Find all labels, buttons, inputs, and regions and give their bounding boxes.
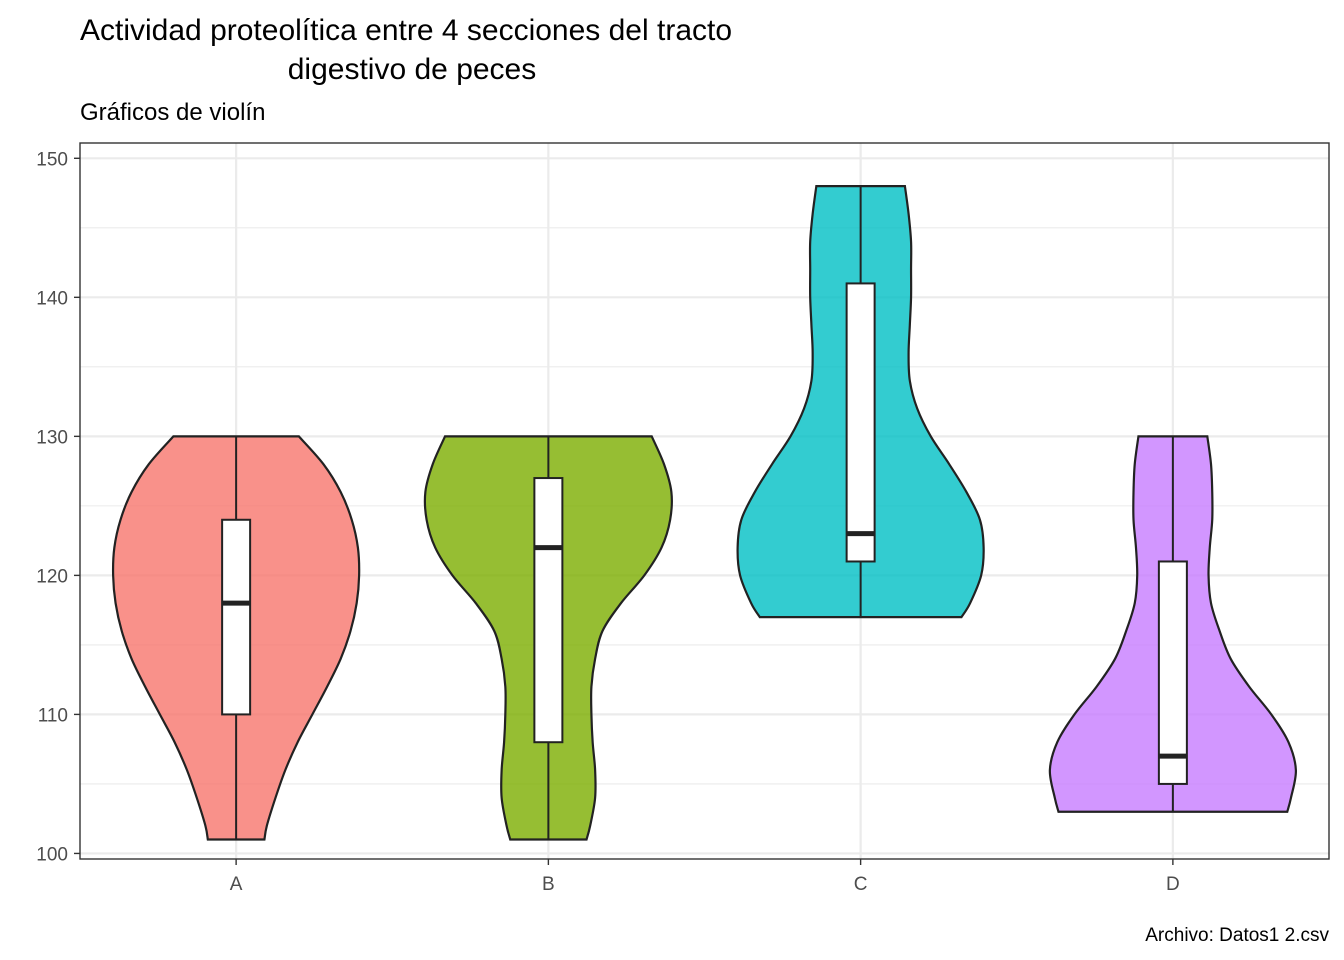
- panel-border: [79, 142, 1330, 860]
- y-axis: 100 110 120 130 140 150: [36, 149, 80, 865]
- y-tick-label: 130: [36, 427, 68, 448]
- box-A: [221, 518, 252, 716]
- box-B: [533, 477, 564, 744]
- chart-subtitle: Gráficos de violín: [80, 99, 265, 126]
- y-tick-label: 150: [36, 149, 68, 170]
- x-tick-label-C: C: [854, 874, 868, 895]
- chart-title-line-1: Actividad proteolítica entre 4 secciones…: [80, 14, 732, 47]
- box-D: [1157, 560, 1188, 785]
- x-tick-label-B: B: [542, 874, 555, 895]
- chart-title-line-2: digestivo de peces: [288, 53, 537, 86]
- box-C: [845, 282, 876, 563]
- y-tick-label: 100: [36, 844, 68, 865]
- chart-caption: Archivo: Datos1 2.csv: [1145, 925, 1329, 946]
- violins: [111, 184, 1297, 841]
- x-tick-label-A: A: [230, 874, 243, 895]
- x-tick-label-D: D: [1166, 874, 1180, 895]
- y-tick-label: 120: [36, 566, 68, 587]
- y-tick-label: 110: [38, 705, 68, 726]
- x-axis: A B C D: [230, 859, 1180, 895]
- y-tick-label: 140: [36, 288, 68, 309]
